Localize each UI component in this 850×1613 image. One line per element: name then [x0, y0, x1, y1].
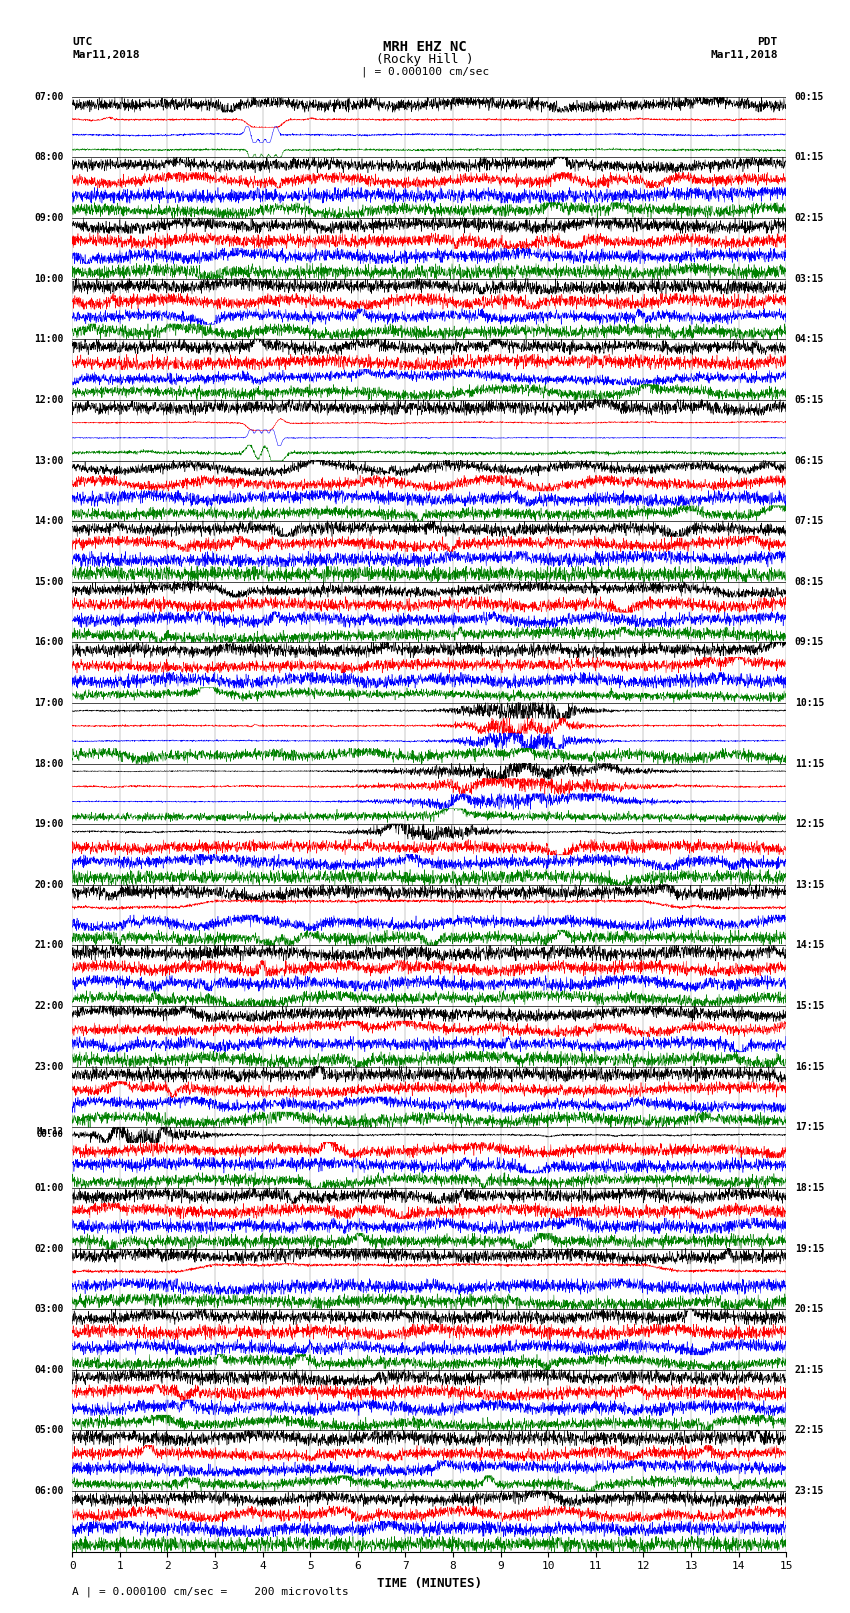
X-axis label: TIME (MINUTES): TIME (MINUTES): [377, 1578, 482, 1590]
Text: 14:15: 14:15: [795, 940, 824, 950]
Text: 07:15: 07:15: [795, 516, 824, 526]
Text: 12:00: 12:00: [34, 395, 64, 405]
Text: 14:00: 14:00: [34, 516, 64, 526]
Text: 10:15: 10:15: [795, 698, 824, 708]
Text: Mar12: Mar12: [37, 1127, 64, 1136]
Text: 01:15: 01:15: [795, 152, 824, 163]
Text: Mar11,2018: Mar11,2018: [72, 50, 139, 60]
Text: (Rocky Hill ): (Rocky Hill ): [377, 53, 473, 66]
Text: 21:00: 21:00: [34, 940, 64, 950]
Text: 20:15: 20:15: [795, 1305, 824, 1315]
Text: 01:00: 01:00: [34, 1182, 64, 1194]
Text: 11:00: 11:00: [34, 334, 64, 344]
Text: 02:00: 02:00: [34, 1244, 64, 1253]
Text: 05:00: 05:00: [34, 1426, 64, 1436]
Text: 03:00: 03:00: [34, 1305, 64, 1315]
Text: MRH EHZ NC: MRH EHZ NC: [383, 40, 467, 55]
Text: | = 0.000100 cm/sec: | = 0.000100 cm/sec: [361, 66, 489, 77]
Text: 03:15: 03:15: [795, 274, 824, 284]
Text: PDT: PDT: [757, 37, 778, 47]
Text: 20:00: 20:00: [34, 879, 64, 890]
Text: 15:00: 15:00: [34, 577, 64, 587]
Text: 08:15: 08:15: [795, 577, 824, 587]
Text: 00:15: 00:15: [795, 92, 824, 102]
Text: A | = 0.000100 cm/sec =    200 microvolts: A | = 0.000100 cm/sec = 200 microvolts: [72, 1586, 349, 1597]
Text: 09:00: 09:00: [34, 213, 64, 223]
Text: 02:15: 02:15: [795, 213, 824, 223]
Text: 19:15: 19:15: [795, 1244, 824, 1253]
Text: 23:00: 23:00: [34, 1061, 64, 1071]
Text: 18:00: 18:00: [34, 758, 64, 769]
Text: 18:15: 18:15: [795, 1182, 824, 1194]
Text: 16:00: 16:00: [34, 637, 64, 647]
Text: 17:15: 17:15: [795, 1123, 824, 1132]
Text: 12:15: 12:15: [795, 819, 824, 829]
Text: 23:15: 23:15: [795, 1486, 824, 1497]
Text: 04:15: 04:15: [795, 334, 824, 344]
Text: 16:15: 16:15: [795, 1061, 824, 1071]
Text: 06:00: 06:00: [34, 1486, 64, 1497]
Text: 19:00: 19:00: [34, 819, 64, 829]
Text: UTC: UTC: [72, 37, 93, 47]
Text: 10:00: 10:00: [34, 274, 64, 284]
Text: 15:15: 15:15: [795, 1002, 824, 1011]
Text: 13:00: 13:00: [34, 455, 64, 466]
Text: 13:15: 13:15: [795, 879, 824, 890]
Text: 22:00: 22:00: [34, 1002, 64, 1011]
Text: Mar11,2018: Mar11,2018: [711, 50, 778, 60]
Text: 06:15: 06:15: [795, 455, 824, 466]
Text: 05:15: 05:15: [795, 395, 824, 405]
Text: 17:00: 17:00: [34, 698, 64, 708]
Text: 21:15: 21:15: [795, 1365, 824, 1374]
Text: 08:00: 08:00: [34, 152, 64, 163]
Text: 09:15: 09:15: [795, 637, 824, 647]
Text: 22:15: 22:15: [795, 1426, 824, 1436]
Text: 00:00: 00:00: [37, 1131, 64, 1139]
Text: 07:00: 07:00: [34, 92, 64, 102]
Text: 11:15: 11:15: [795, 758, 824, 769]
Text: 04:00: 04:00: [34, 1365, 64, 1374]
